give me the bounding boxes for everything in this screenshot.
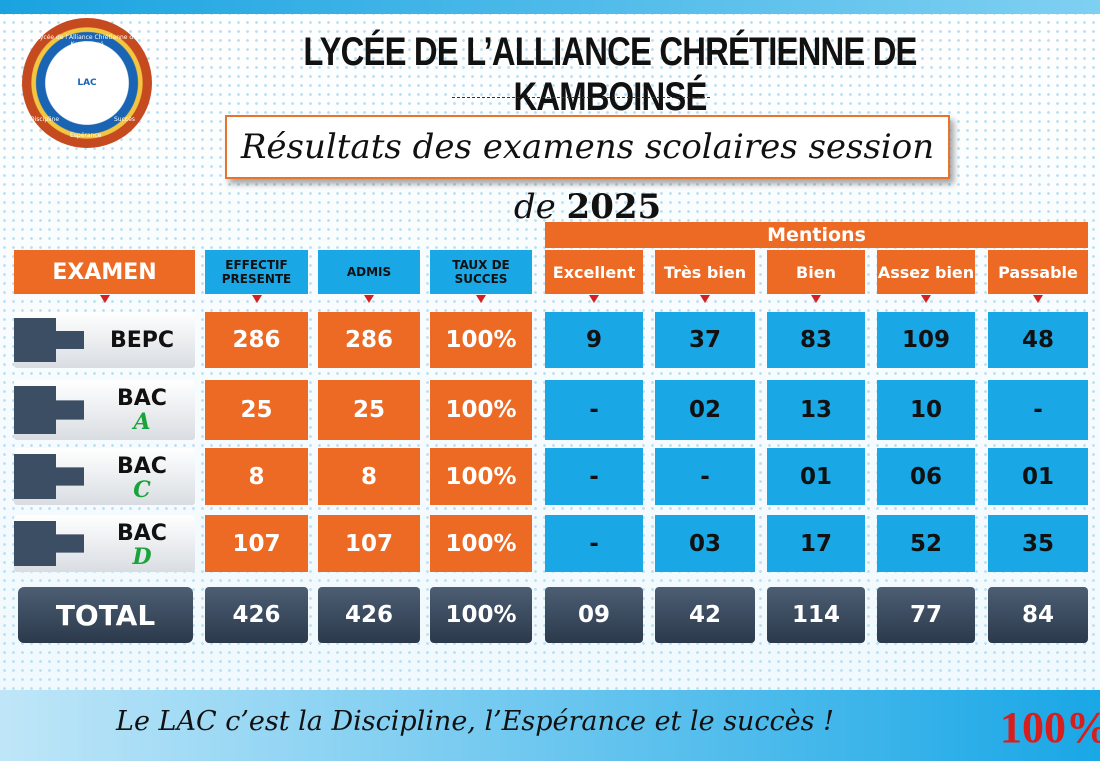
arrow: [589, 295, 599, 308]
cell: 83: [767, 312, 865, 368]
exam-name: BAC: [117, 453, 167, 479]
total-cell: 426: [318, 587, 420, 643]
arrow: [99, 295, 110, 308]
arrow: [811, 295, 821, 308]
total-cell: 77: [877, 587, 975, 643]
cell: -: [545, 448, 643, 505]
total-cell: 100%: [430, 587, 532, 643]
slogan: Le LAC c’est la Discipline, l’Espérance …: [116, 706, 834, 737]
cell: 107: [205, 515, 308, 572]
cell: 286: [318, 312, 420, 368]
logo-motto: Succès: [114, 116, 136, 123]
title: LYCÉE DE L’ALLIANCE CHRÉTIENNE DE KAMBOI…: [303, 30, 917, 119]
tab-shape: [14, 520, 84, 567]
cell: 100%: [430, 515, 532, 572]
cell: 06: [877, 448, 975, 505]
column-header: TAUX DE SUCCES: [430, 250, 532, 303]
cell: 286: [205, 312, 308, 368]
tab-shape: [14, 453, 84, 500]
total-cell: 114: [767, 587, 865, 643]
cell: 107: [318, 515, 420, 572]
cell: 17: [767, 515, 865, 572]
tab-shape: [14, 317, 84, 363]
logo-initials: LAC: [77, 78, 97, 88]
cell: -: [545, 515, 643, 572]
tab-shape: [14, 386, 84, 434]
logo-motto: Discipline: [30, 116, 60, 123]
cell: 03: [655, 515, 755, 572]
column-header: EFFECTIF PRESENTE: [205, 250, 308, 303]
cell: 25: [205, 380, 308, 440]
exam-header: EXAMEN: [14, 250, 195, 303]
column-header: Excellent: [545, 250, 643, 303]
cell: 25: [318, 380, 420, 440]
cell: -: [545, 380, 643, 440]
logo: Lycée de l’Alliance Chrétienne de Kamboi…: [22, 18, 152, 148]
column-header: Assez bien: [877, 250, 975, 303]
cell: 109: [877, 312, 975, 368]
cell: 8: [205, 448, 308, 505]
badge: 100%: [1000, 703, 1100, 752]
row-label: BAC A: [14, 380, 195, 440]
logo-motto: Espérance: [70, 132, 102, 139]
logo-ring: Lycée de l’Alliance Chrétienne de Kamboi…: [37, 34, 137, 48]
cell: 52: [877, 515, 975, 572]
year: 2025: [566, 187, 662, 227]
top-band: [0, 0, 1100, 14]
row-label: BAC D: [14, 515, 195, 572]
cell: 8: [318, 448, 420, 505]
exam-name: BAC: [117, 520, 167, 546]
arrow: [1033, 295, 1043, 308]
column-header: Passable: [988, 250, 1088, 303]
exam-series: D: [132, 544, 152, 570]
subtitle-box: Résultats des examens scolaires session …: [225, 115, 950, 227]
arrow: [364, 295, 374, 308]
mentions-header: Mentions: [545, 222, 1088, 248]
column-header: Bien: [767, 250, 865, 303]
subtitle: Résultats des examens scolaires session …: [240, 127, 935, 227]
exam-name: BEPC: [109, 327, 175, 353]
total-cell: 84: [988, 587, 1088, 643]
arrow: [476, 295, 486, 308]
cell: 01: [988, 448, 1088, 505]
row-label: BEPC: [14, 312, 195, 368]
total-label: TOTAL: [18, 587, 193, 643]
cell: -: [655, 448, 755, 505]
exam-series: C: [133, 477, 151, 503]
arrow: [921, 295, 931, 308]
arrow: [251, 295, 262, 308]
arrow: [700, 295, 710, 308]
column-header: ADMIS: [318, 250, 420, 303]
column-header: Très bien: [655, 250, 755, 303]
cell: 48: [988, 312, 1088, 368]
cell: 10: [877, 380, 975, 440]
total-cell: 426: [205, 587, 308, 643]
cell: 35: [988, 515, 1088, 572]
row-label: BAC C: [14, 448, 195, 505]
total-cell: 42: [655, 587, 755, 643]
exam-name: BAC: [117, 385, 167, 411]
footer-band: [0, 690, 1100, 761]
exam-series: A: [133, 409, 151, 435]
cell: 01: [767, 448, 865, 505]
cell: 100%: [430, 448, 532, 505]
cell: 02: [655, 380, 755, 440]
cell: 9: [545, 312, 643, 368]
total-cell: 09: [545, 587, 643, 643]
cell: 100%: [430, 312, 532, 368]
cell: 37: [655, 312, 755, 368]
cell: -: [988, 380, 1088, 440]
cell: 13: [767, 380, 865, 440]
cell: 100%: [430, 380, 532, 440]
divider: [452, 97, 710, 98]
